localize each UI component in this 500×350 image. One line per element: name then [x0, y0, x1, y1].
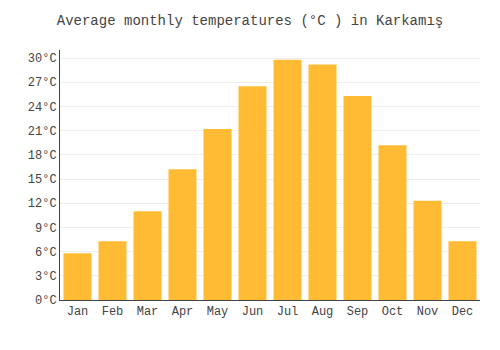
svg-text:24°C: 24°C — [28, 101, 57, 115]
svg-text:Feb: Feb — [102, 305, 124, 319]
svg-text:3°C: 3°C — [35, 270, 57, 284]
svg-text:6°C: 6°C — [35, 246, 57, 260]
svg-text:Average monthly temperatures (: Average monthly temperatures (°C ) in Ka… — [57, 13, 443, 29]
svg-text:9°C: 9°C — [35, 222, 57, 236]
svg-text:27°C: 27°C — [28, 76, 57, 90]
svg-text:0°C: 0°C — [35, 294, 57, 308]
svg-text:Nov: Nov — [417, 305, 439, 319]
svg-text:Mar: Mar — [137, 305, 159, 319]
svg-text:30°C: 30°C — [28, 52, 57, 66]
svg-text:12°C: 12°C — [28, 197, 57, 211]
svg-text:Apr: Apr — [172, 305, 194, 319]
svg-text:Aug: Aug — [312, 305, 334, 319]
svg-text:Jul: Jul — [277, 305, 299, 319]
svg-text:21°C: 21°C — [28, 125, 57, 139]
svg-text:18°C: 18°C — [28, 149, 57, 163]
svg-text:Jun: Jun — [242, 305, 264, 319]
svg-text:Jan: Jan — [67, 305, 89, 319]
svg-text:Dec: Dec — [452, 305, 474, 319]
svg-text:May: May — [207, 305, 229, 319]
svg-text:Oct: Oct — [382, 305, 404, 319]
svg-text:15°C: 15°C — [28, 173, 57, 187]
svg-text:Sep: Sep — [347, 305, 369, 319]
